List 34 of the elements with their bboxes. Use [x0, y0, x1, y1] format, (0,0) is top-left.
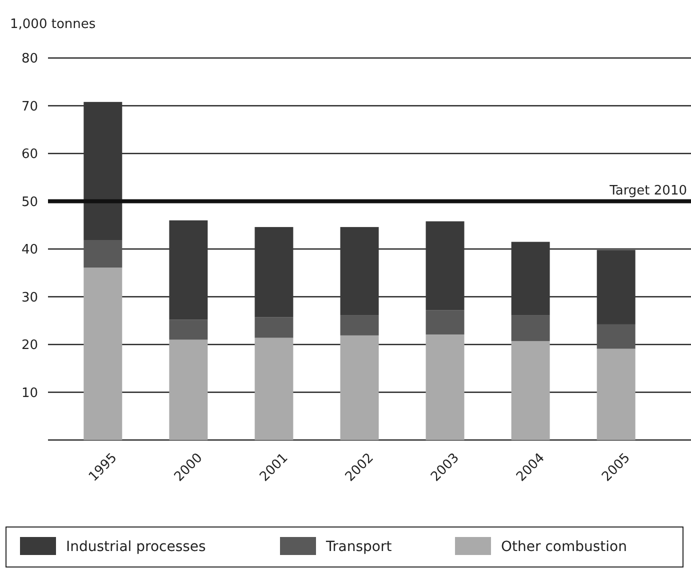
y-tick-label: 70	[21, 99, 38, 114]
ref-line-label: Target 2010	[608, 183, 687, 198]
bar	[426, 221, 464, 310]
bar	[596, 324, 636, 349]
bar	[511, 315, 550, 342]
legend-label: Transport	[325, 538, 392, 555]
y-tick-label: 10	[21, 386, 38, 401]
bar	[84, 240, 122, 268]
bar	[169, 320, 208, 340]
bar	[511, 341, 550, 440]
y-tick-label: 50	[21, 194, 38, 210]
bar	[340, 315, 379, 336]
bar	[511, 242, 550, 316]
y-tick-label: 80	[21, 52, 38, 67]
bar	[596, 250, 636, 324]
y-tick-label: 60	[21, 147, 38, 162]
bar	[254, 338, 294, 440]
bar	[169, 220, 208, 320]
bar	[254, 227, 294, 318]
bar	[84, 268, 122, 440]
bar	[84, 102, 122, 240]
y-tick-label: 40	[21, 242, 38, 258]
bar	[254, 317, 294, 338]
legend-label: Industrial processes	[66, 538, 206, 555]
bar	[340, 227, 379, 316]
y-axis-title: 1,000 tonnes	[10, 17, 96, 32]
bar	[596, 348, 636, 440]
y-tick-label: 20	[21, 338, 38, 354]
legend-label: Other combustion	[501, 538, 627, 555]
bar	[169, 340, 208, 440]
bar	[340, 335, 379, 440]
y-tick-label: 30	[21, 290, 38, 306]
bar	[426, 310, 464, 334]
bar	[426, 334, 464, 440]
